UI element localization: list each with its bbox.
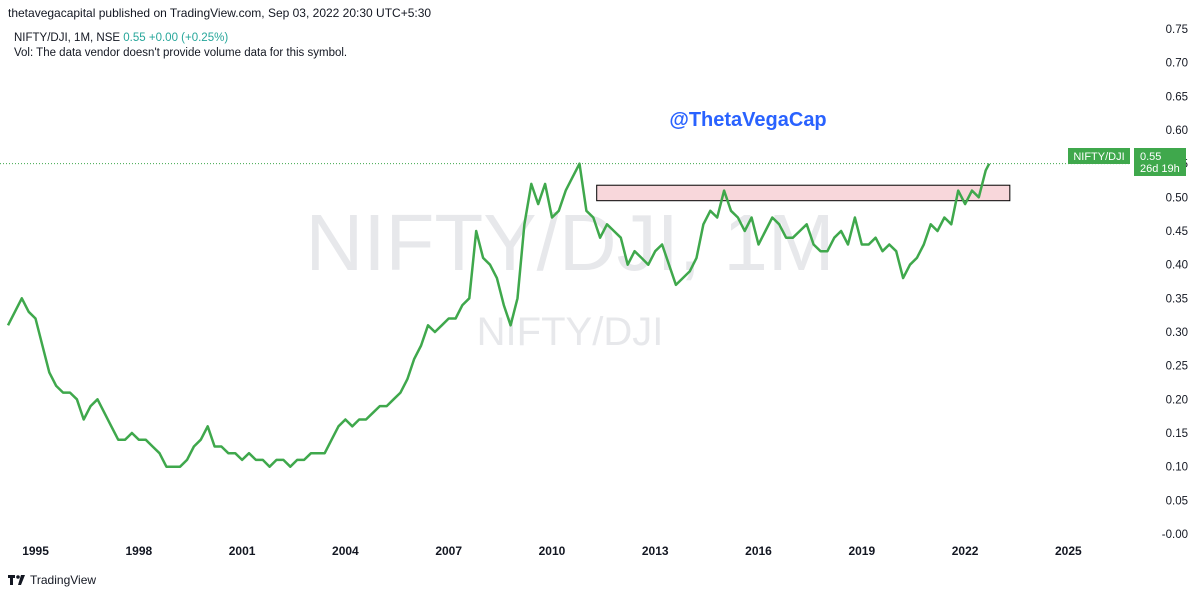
y-tick-label: 0.45	[1166, 226, 1188, 238]
legend-symbol[interactable]: NIFTY/DJI, 1M, NSE	[14, 32, 121, 44]
tradingview-logo-icon	[8, 575, 25, 585]
x-tick-label: 2007	[435, 544, 462, 558]
y-tick-label: 0.25	[1166, 361, 1188, 373]
tradingview-footer[interactable]: TradingView	[8, 573, 96, 587]
y-tick-label: 0.40	[1166, 260, 1188, 272]
symbol-tag-bg	[1068, 148, 1130, 164]
symbol-legend: NIFTY/DJI, 1M, NSE 0.55 +0.00 (+0.25%) V…	[14, 31, 347, 61]
y-tick-label: 0.10	[1166, 462, 1188, 474]
y-tick-label: 0.70	[1166, 58, 1188, 70]
y-tick-label: -0.00	[1162, 529, 1188, 541]
y-tick-label: 0.05	[1166, 495, 1188, 507]
y-tick-label: 0.30	[1166, 327, 1188, 339]
y-tick-label: 0.50	[1166, 192, 1188, 204]
y-tick-label: 0.15	[1166, 428, 1188, 440]
watermark-symbol-small: NIFTY/DJI	[477, 310, 664, 354]
y-tick-label: 0.20	[1166, 394, 1188, 406]
x-tick-label: 2025	[1055, 544, 1082, 558]
time-axis[interactable]: 1995 1998 2001 2004 2007 2010 2013 2016 2019 2022…	[22, 544, 1082, 558]
price-tag-value: 0.55	[1140, 151, 1161, 163]
x-tick-label: 1995	[22, 544, 49, 558]
last-price-tag: NIFTY/DJI 0.55 26d 19h	[1068, 148, 1186, 176]
price-axis[interactable]: 0.750.700.650.600.550.500.450.400.350.30…	[1162, 24, 1188, 541]
x-tick-label: 2022	[952, 544, 979, 558]
x-tick-label: 2001	[229, 544, 256, 558]
x-tick-label: 2019	[848, 544, 875, 558]
y-tick-label: 0.60	[1166, 125, 1188, 137]
x-tick-label: 2004	[332, 544, 359, 558]
publisher-line: thetavegacapital published on TradingVie…	[8, 6, 432, 20]
watermark-symbol-large: NIFTY/DJI, 1M	[306, 198, 835, 287]
author-handle-annotation: @ThetaVegaCap	[669, 109, 826, 131]
tradingview-brand-label: TradingView	[30, 573, 97, 587]
x-tick-label: 2010	[539, 544, 566, 558]
legend-change: +0.00 (+0.25%)	[148, 32, 229, 44]
x-tick-label: 2013	[642, 544, 669, 558]
x-tick-label: 2016	[745, 544, 772, 558]
legend-volume-note: Vol: The data vendor doesn't provide vol…	[14, 47, 348, 59]
price-tag-bg	[1134, 148, 1186, 176]
price-series-line	[6, 162, 991, 468]
y-tick-label: 0.65	[1166, 91, 1188, 103]
y-tick-label: 0.75	[1166, 24, 1188, 36]
y-tick-label: 0.35	[1166, 293, 1188, 305]
legend-value: 0.55	[123, 32, 146, 44]
price-tag-countdown: 26d 19h	[1140, 163, 1180, 175]
resistance-zone-rectangle[interactable]	[596, 184, 1011, 202]
symbol-tag-label: NIFTY/DJI	[1073, 151, 1124, 163]
x-tick-label: 1998	[125, 544, 152, 558]
